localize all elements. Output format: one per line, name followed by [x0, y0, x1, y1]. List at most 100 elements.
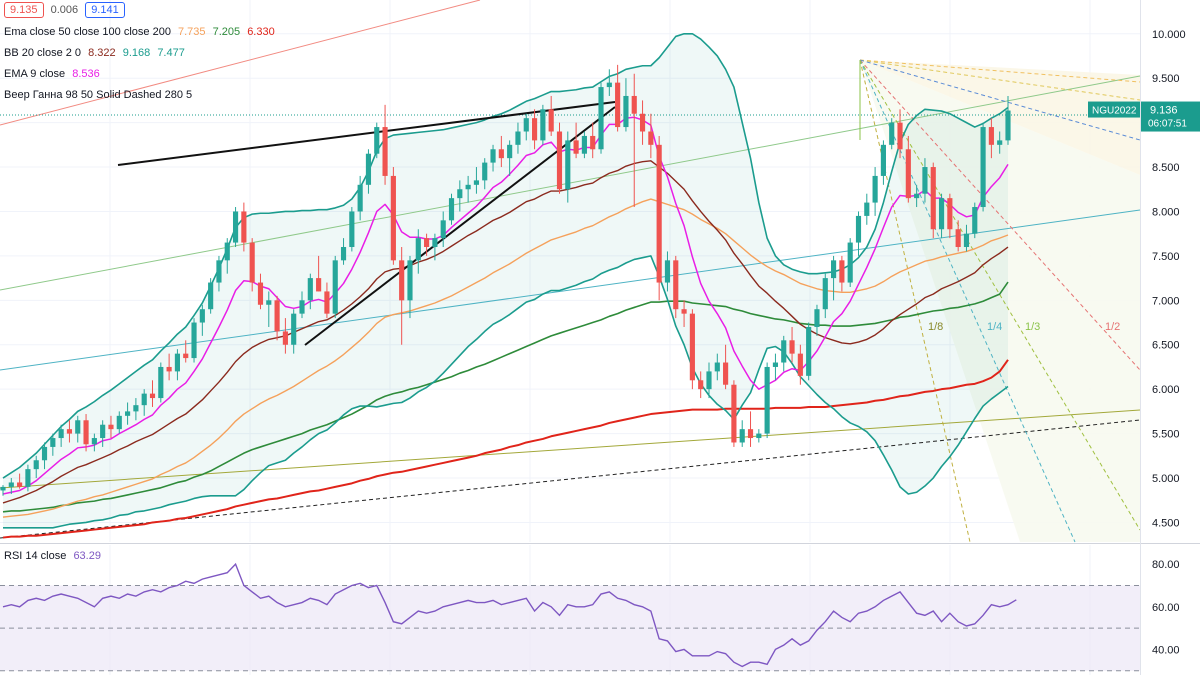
candle-body[interactable]	[839, 260, 845, 283]
bollinger-basis-line[interactable]	[2, 160, 1009, 504]
candle-body[interactable]	[299, 300, 305, 314]
candle-body[interactable]	[224, 242, 230, 261]
candle-body[interactable]	[831, 260, 837, 279]
candle-body[interactable]	[473, 180, 480, 185]
candle-body[interactable]	[930, 167, 936, 230]
candle-body[interactable]	[390, 175, 396, 261]
candle-body[interactable]	[639, 113, 646, 132]
candle-body[interactable]	[980, 127, 986, 208]
candle-body[interactable]	[689, 313, 695, 381]
candle-body[interactable]	[365, 153, 372, 185]
candle-body[interactable]	[914, 193, 920, 199]
candle-body[interactable]	[33, 460, 39, 470]
candle-body[interactable]	[266, 300, 272, 305]
ema100-line[interactable]	[2, 281, 1009, 513]
ema200-line[interactable]	[2, 359, 1009, 539]
candle-body[interactable]	[332, 260, 338, 314]
candle-body[interactable]	[25, 469, 31, 487]
candle-body[interactable]	[41, 446, 48, 461]
buy-price-button[interactable]: 9.141	[85, 2, 125, 18]
candle-body[interactable]	[764, 366, 770, 434]
candle-body[interactable]	[706, 371, 712, 390]
candle-body[interactable]	[149, 393, 156, 399]
legend-rsi[interactable]: RSI 14 close 63.29	[4, 550, 105, 562]
candle-body[interactable]	[548, 109, 554, 132]
candle-body[interactable]	[947, 198, 953, 230]
candle-body[interactable]	[407, 260, 413, 301]
candle-body[interactable]	[199, 309, 205, 323]
price-axis[interactable]: 10.0009.5009.0008.5008.0007.5007.0006.50…	[1088, 29, 1200, 530]
symbol-tag[interactable]	[1088, 101, 1140, 118]
candle-body[interactable]	[216, 260, 222, 283]
candle-body[interactable]	[972, 207, 978, 234]
candle-body[interactable]	[664, 260, 671, 283]
legend-ema[interactable]: Ema close 50 close 100 close 200 7.735 7…	[4, 26, 279, 38]
gann-fan-ray[interactable]	[859, 59, 971, 543]
candle-body[interactable]	[781, 340, 787, 363]
candle-body[interactable]	[166, 366, 172, 372]
candle-body[interactable]	[125, 411, 131, 416]
candle-body[interactable]	[50, 438, 56, 447]
candle-body[interactable]	[249, 242, 255, 283]
candle-body[interactable]	[531, 118, 538, 141]
candle-body[interactable]	[698, 380, 704, 390]
candle-body[interactable]	[731, 384, 737, 443]
sell-price-button[interactable]: 9.135	[4, 2, 44, 18]
gann-fan-ray[interactable]	[859, 59, 1141, 531]
legend-ema9[interactable]: EMA 9 close 8.536	[4, 68, 104, 80]
candle-body[interactable]	[515, 131, 521, 145]
candle-body[interactable]	[955, 229, 961, 248]
candle-body[interactable]	[316, 278, 322, 292]
rsi-line[interactable]	[2, 562, 1017, 668]
candle-body[interactable]	[963, 233, 970, 248]
candle-body[interactable]	[598, 87, 604, 150]
trendline-olive[interactable]	[0, 409, 1141, 489]
candle-body[interactable]	[988, 127, 994, 145]
gann-fan-ray[interactable]	[859, 59, 1076, 543]
candle-body[interactable]	[291, 313, 297, 345]
candle-body[interactable]	[83, 420, 89, 445]
candle-body[interactable]	[772, 362, 779, 367]
candle-body[interactable]	[307, 278, 313, 301]
candle-body[interactable]	[631, 95, 637, 114]
candle-body[interactable]	[880, 144, 886, 176]
candle-body[interactable]	[681, 309, 687, 314]
candle-body[interactable]	[615, 82, 621, 128]
candle-body[interactable]	[141, 393, 147, 406]
candle-body[interactable]	[100, 424, 106, 439]
candle-body[interactable]	[257, 282, 264, 305]
candle-body[interactable]	[116, 415, 122, 430]
candle-body[interactable]	[889, 122, 895, 145]
candle-body[interactable]	[789, 340, 795, 354]
candle-body[interactable]	[714, 362, 720, 372]
candle-body[interactable]	[648, 131, 654, 145]
candle-body[interactable]	[75, 420, 81, 434]
legend-gann[interactable]: Веер Ганна 98 50 Solid Dashed 280 5	[4, 89, 196, 101]
candle-body[interactable]	[17, 482, 23, 487]
candle-body[interactable]	[490, 149, 496, 163]
candle-body[interactable]	[922, 167, 928, 194]
candle-body[interactable]	[440, 220, 446, 239]
candle-body[interactable]	[806, 326, 812, 376]
candle-body[interactable]	[739, 429, 745, 443]
candle-body[interactable]	[656, 144, 662, 283]
wedge-lower-line[interactable]	[304, 106, 616, 346]
trendline-red[interactable]	[0, 0, 481, 126]
candle-body[interactable]	[606, 82, 612, 88]
candle-body[interactable]	[399, 260, 405, 301]
candle-body[interactable]	[241, 211, 247, 243]
candle-body[interactable]	[415, 238, 421, 261]
trendline-dashed[interactable]	[0, 419, 1141, 539]
candle-body[interactable]	[8, 482, 14, 487]
gann-fan-ray[interactable]	[859, 59, 1141, 83]
candle-body[interactable]	[482, 162, 488, 181]
candle-body[interactable]	[797, 353, 803, 376]
candle-body[interactable]	[855, 215, 862, 243]
candle-body[interactable]	[424, 238, 430, 248]
rsi-axis[interactable]: 80.00 60.00 40.00	[1152, 559, 1180, 656]
price-tag[interactable]	[1141, 101, 1200, 132]
candle-body[interactable]	[191, 322, 197, 359]
candle-body[interactable]	[556, 131, 563, 190]
candle-body[interactable]	[382, 127, 388, 176]
